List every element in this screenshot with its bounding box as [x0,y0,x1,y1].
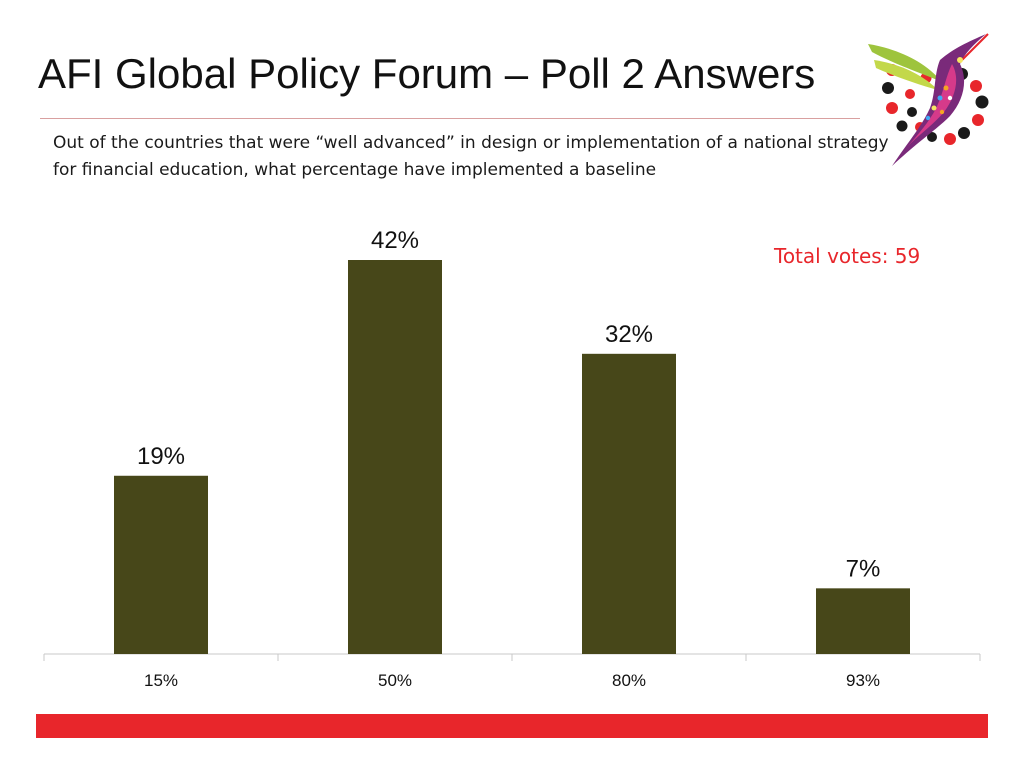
data-label-2: 42% [371,227,419,254]
footer-bar [36,714,988,738]
category-label-3: 80% [612,671,646,690]
bar-3 [582,353,676,654]
slide-title: AFI Global Policy Forum – Poll 2 Answers [38,50,816,97]
data-label-4: 7% [846,555,881,582]
bar-2 [348,260,442,654]
hummingbird-icon [868,33,989,166]
bar-chart: 19% 42% 32% 7% 15% 50% 80% 93% [43,227,981,690]
total-votes: Total votes: 59 [774,244,921,268]
data-label-1: 19% [137,443,185,470]
category-label-2: 50% [378,671,412,690]
title-divider [40,118,860,119]
category-label-1: 15% [144,671,178,690]
bar-4 [816,588,910,654]
poll-question: Out of the countries that were “well adv… [53,133,889,180]
data-label-3: 32% [605,321,653,348]
category-label-4: 93% [846,671,880,690]
bar-1 [114,475,208,654]
